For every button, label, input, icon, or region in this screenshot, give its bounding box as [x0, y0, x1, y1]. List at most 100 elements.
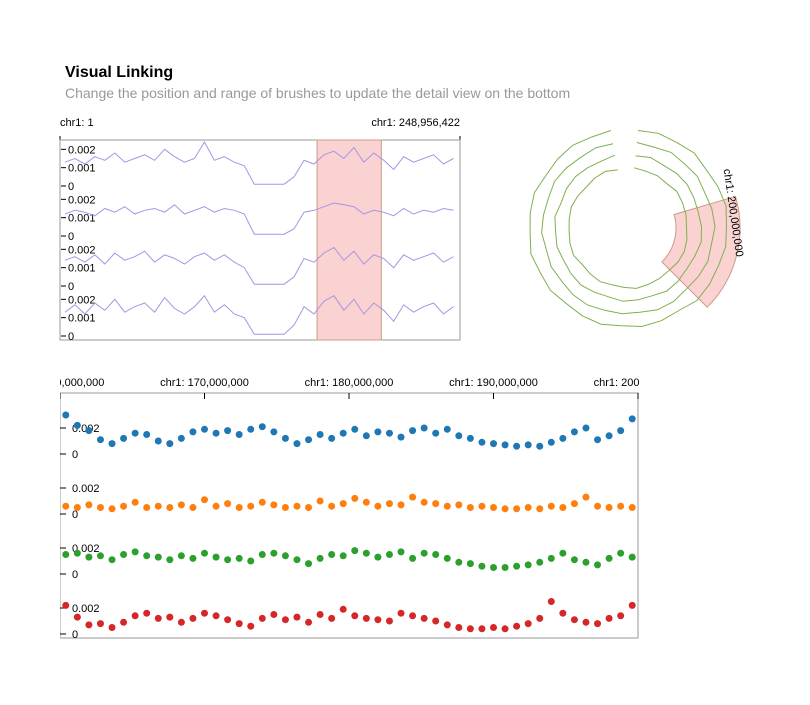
- point: [305, 436, 313, 444]
- point: [305, 504, 313, 511]
- point: [374, 553, 382, 561]
- point: [397, 433, 405, 441]
- y-tick-label: 0: [68, 331, 74, 343]
- point: [362, 549, 370, 557]
- point: [316, 497, 324, 505]
- point: [351, 425, 359, 433]
- point: [409, 612, 417, 620]
- point: [501, 625, 509, 633]
- point: [374, 502, 382, 510]
- point: [73, 613, 81, 621]
- point: [420, 498, 428, 506]
- point: [281, 434, 289, 442]
- point: [293, 613, 301, 621]
- point: [628, 601, 636, 609]
- point: [247, 622, 255, 630]
- point: [466, 625, 474, 633]
- point: [443, 554, 451, 562]
- y-tick-label: 0.001: [68, 313, 96, 325]
- point: [270, 428, 278, 436]
- point: [628, 553, 636, 561]
- brush: [661, 195, 741, 308]
- point: [201, 609, 208, 617]
- line: [568, 167, 688, 289]
- y-tick-label: 0.002: [72, 603, 100, 615]
- point: [316, 554, 324, 562]
- subtitle: Change the position and range of brushes…: [65, 85, 570, 101]
- point: [559, 434, 567, 442]
- point: [258, 551, 266, 558]
- point: [258, 423, 266, 431]
- point: [154, 553, 162, 561]
- point: [258, 614, 266, 622]
- point: [96, 436, 104, 444]
- point: [235, 554, 243, 562]
- point: [235, 620, 243, 628]
- x-tick-label: chr1: 1: [60, 117, 94, 129]
- point: [570, 428, 578, 436]
- point: [443, 621, 451, 629]
- point: [385, 429, 393, 437]
- point: [212, 553, 220, 561]
- point: [513, 622, 521, 630]
- point: [397, 609, 405, 617]
- point: [570, 616, 578, 624]
- point: [143, 552, 151, 560]
- point: [328, 434, 336, 442]
- x-tick-label: chr1: 160,000,000: [16, 377, 105, 389]
- point: [501, 505, 509, 513]
- point: [293, 502, 301, 510]
- point: [247, 425, 255, 433]
- brush: [316, 139, 382, 341]
- point: [420, 424, 428, 432]
- point: [143, 431, 151, 438]
- y-tick-label: 0.002: [68, 144, 96, 156]
- point: [143, 609, 151, 617]
- point: [339, 605, 347, 613]
- point: [85, 553, 93, 561]
- point: [247, 502, 255, 510]
- point: [397, 501, 405, 509]
- point: [339, 429, 347, 437]
- point: [478, 562, 486, 570]
- point: [385, 551, 393, 558]
- point: [143, 504, 151, 511]
- y-tick-label: 0: [72, 569, 78, 581]
- point: [120, 434, 128, 442]
- point: [628, 415, 636, 423]
- title: Visual Linking: [65, 64, 173, 81]
- point: [617, 502, 625, 510]
- point: [432, 551, 440, 558]
- point: [374, 616, 382, 624]
- point: [594, 620, 602, 628]
- point: [524, 620, 532, 628]
- point: [73, 421, 81, 429]
- line: [64, 202, 454, 235]
- point: [524, 561, 532, 569]
- line: [64, 294, 454, 335]
- point: [409, 554, 417, 562]
- point: [166, 613, 174, 621]
- point: [177, 552, 185, 560]
- point: [374, 428, 382, 436]
- point: [73, 549, 81, 557]
- point: [270, 611, 278, 618]
- point: [351, 494, 359, 502]
- y-tick-label: 0: [72, 629, 78, 641]
- point: [582, 493, 590, 501]
- point: [547, 554, 555, 562]
- point: [443, 502, 451, 510]
- point: [120, 502, 128, 510]
- point: [224, 427, 232, 435]
- point: [189, 554, 197, 562]
- point: [570, 556, 578, 564]
- point: [455, 501, 463, 509]
- point: [177, 501, 185, 509]
- detail-view: chr1: 160,000,000 chr1: 170,000,000 chr1: …: [16, 377, 639, 641]
- y-tick-label: 0.002: [72, 483, 100, 495]
- point: [536, 442, 544, 450]
- point: [570, 500, 578, 508]
- point: [490, 564, 497, 571]
- point: [362, 614, 370, 622]
- x-tick-label: chr1: 190,000,000: [449, 377, 538, 389]
